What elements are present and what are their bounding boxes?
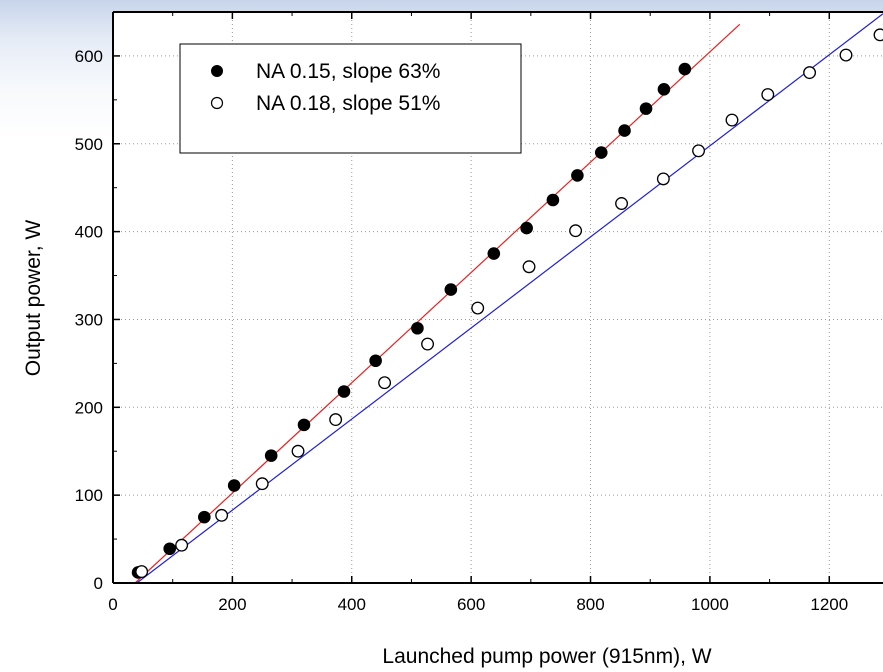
legend-label-na018: NA 0.18, slope 51% xyxy=(256,92,440,115)
axes xyxy=(112,11,883,584)
y-axis-ticks: 0 100 200 300 400 500 600 xyxy=(75,47,120,593)
legend-box xyxy=(179,43,522,154)
x-tick-label: 600 xyxy=(457,595,485,614)
y-tick-label: 100 xyxy=(75,486,103,505)
point-filled xyxy=(163,542,177,556)
point-filled xyxy=(594,146,608,159)
point-open xyxy=(656,172,670,186)
point-filled xyxy=(198,510,211,524)
point-filled xyxy=(571,169,584,182)
point-open xyxy=(471,301,485,315)
point-open xyxy=(329,413,343,427)
point-filled xyxy=(369,354,382,368)
point-filled xyxy=(546,193,560,207)
point-open xyxy=(175,538,189,552)
y-tick-label: 0 xyxy=(94,574,103,593)
legend-marker-filled xyxy=(211,65,223,77)
legend-label-na015: NA 0.15, slope 63% xyxy=(256,60,440,83)
data-points xyxy=(131,28,883,579)
y-tick-label: 600 xyxy=(75,47,103,66)
point-filled xyxy=(227,479,241,492)
x-tick-label: 800 xyxy=(576,595,604,614)
legend-marker-open xyxy=(210,96,224,110)
point-open xyxy=(569,224,583,238)
x-tick-label: 0 xyxy=(108,595,117,614)
x-axis-title: Launched pump power (915nm), W xyxy=(382,645,711,668)
point-filled xyxy=(264,449,278,462)
point-filled xyxy=(297,418,311,432)
point-filled xyxy=(639,102,653,115)
y-tick-label: 200 xyxy=(75,398,103,417)
y-tick-label: 300 xyxy=(75,310,103,329)
point-open xyxy=(522,260,536,274)
point-filled xyxy=(444,283,458,296)
point-open xyxy=(692,144,706,158)
point-open xyxy=(761,88,775,102)
point-open xyxy=(725,113,739,127)
x-tick-label: 1200 xyxy=(810,595,848,614)
point-filled xyxy=(487,247,501,260)
point-filled xyxy=(657,83,671,96)
point-open xyxy=(215,508,229,522)
x-tick-label: 200 xyxy=(218,595,246,614)
y-tick-label: 500 xyxy=(75,135,103,154)
point-open xyxy=(378,376,392,390)
point-open xyxy=(803,66,817,80)
point-filled xyxy=(337,385,351,398)
legend: NA 0.15, slope 63% NA 0.18, slope 51% xyxy=(179,43,522,154)
point-filled xyxy=(520,221,533,235)
point-open xyxy=(421,337,435,351)
point-filled xyxy=(411,321,424,335)
point-open xyxy=(615,197,629,210)
point-open xyxy=(291,444,305,458)
x-tick-label: 1000 xyxy=(691,595,729,614)
y-axis-title: Output power, W xyxy=(22,220,45,377)
point-open xyxy=(255,477,269,491)
point-open xyxy=(839,48,853,62)
x-axis-ticks: 0 200 400 600 800 1000 1200 xyxy=(108,12,848,614)
point-filled xyxy=(678,62,692,76)
point-filled xyxy=(618,124,631,137)
x-tick-label: 400 xyxy=(338,595,366,614)
point-open xyxy=(135,565,149,579)
y-tick-label: 400 xyxy=(75,223,103,242)
point-open xyxy=(873,28,883,42)
